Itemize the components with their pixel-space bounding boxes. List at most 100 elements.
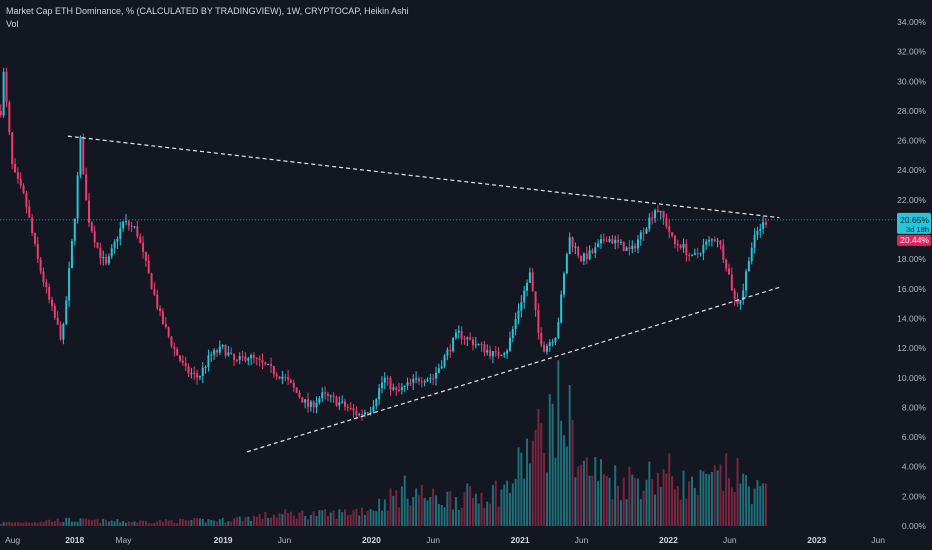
candle-body: [474, 344, 477, 346]
candle-body: [127, 221, 130, 226]
candle-body: [230, 352, 233, 354]
volume-bar: [22, 522, 25, 526]
candle-body: [457, 330, 460, 333]
volume-bar: [73, 521, 76, 526]
candle-body: [304, 399, 307, 403]
volume-bar: [267, 517, 270, 526]
candle-body: [713, 239, 716, 242]
volume-bar: [540, 423, 543, 526]
volume-bar: [705, 473, 708, 526]
volume-bar: [534, 430, 537, 526]
candle-body: [298, 392, 301, 398]
volume-bar: [116, 519, 119, 526]
candle-body: [324, 392, 327, 394]
candle-body: [563, 273, 566, 295]
volume-bar: [423, 497, 426, 526]
candle-body: [511, 329, 514, 338]
candle-body: [11, 132, 14, 165]
candle-body: [727, 268, 730, 275]
volume-bar: [764, 483, 767, 526]
y-tick-label: 4.00%: [902, 462, 927, 472]
candle-body: [477, 344, 480, 346]
volume-bar: [380, 510, 383, 526]
volume-bar: [181, 519, 184, 526]
volume-bar: [420, 484, 423, 526]
candle-body: [739, 300, 742, 304]
candle-body: [2, 71, 5, 116]
candle-body: [551, 342, 554, 344]
candle-body: [506, 350, 509, 354]
volume-bar: [719, 464, 722, 526]
volume-bar: [474, 493, 477, 526]
candle-body: [406, 382, 409, 386]
volume-bar: [759, 485, 762, 526]
volume-bar: [662, 469, 665, 526]
candle-body: [523, 290, 526, 303]
candle-body: [48, 287, 51, 300]
candle-body: [460, 330, 463, 339]
volume-bar: [130, 522, 133, 526]
candle-body: [565, 253, 568, 274]
volume-bar: [605, 476, 608, 526]
volume-bar: [173, 522, 176, 526]
candle-body: [110, 248, 113, 257]
volume-bars: [0, 360, 767, 526]
volume-bar: [298, 512, 301, 526]
volume-bar: [668, 453, 671, 526]
volume-bar: [514, 478, 517, 526]
candle-body: [278, 376, 281, 379]
candle-body: [693, 253, 696, 255]
volume-bar: [471, 498, 474, 526]
volume-bar: [483, 507, 486, 526]
candle-body: [656, 210, 659, 213]
volume-bar: [645, 479, 648, 526]
candle-body: [221, 345, 224, 347]
volume-bar: [403, 475, 406, 526]
candle-body: [426, 379, 429, 382]
x-tick-label: 2020: [362, 535, 381, 545]
candle-body: [651, 217, 654, 219]
candle-body: [289, 379, 292, 383]
volume-bar: [585, 457, 588, 526]
volume-bar: [309, 514, 312, 526]
candle-body: [173, 346, 176, 350]
volume-bar: [634, 478, 637, 526]
volume-bar: [329, 512, 332, 526]
candle-body: [648, 217, 651, 229]
y-tick-label: 12.00%: [897, 343, 926, 353]
volume-bar: [167, 520, 170, 526]
candle-body: [201, 367, 204, 377]
volume-bar: [563, 435, 566, 526]
volume-bar: [79, 518, 82, 526]
candle-body: [207, 355, 210, 368]
volume-bar: [429, 497, 432, 526]
candle-body: [665, 218, 668, 227]
volume-bar: [68, 518, 71, 526]
volume-bar: [713, 465, 716, 526]
volume-bar: [727, 478, 730, 526]
candle-body: [750, 247, 753, 261]
volume-bar: [25, 521, 28, 526]
current-price-label: 20.65%: [900, 215, 929, 225]
y-tick-label: 8.00%: [902, 402, 927, 412]
volume-bar: [537, 408, 540, 526]
volume-bar: [722, 490, 725, 526]
volume-bar: [62, 521, 65, 526]
candle-body: [215, 350, 218, 353]
volume-bar: [437, 504, 440, 526]
volume-bar: [284, 509, 287, 526]
volume-bar: [332, 510, 335, 526]
candle-body: [346, 406, 349, 408]
x-axis: Aug 2018 May 2019 Jun 2020 Jun 2021 Jun 2022 Jun 20…: [5, 535, 885, 545]
candle-body: [568, 237, 571, 254]
volume-bar: [508, 492, 511, 526]
candle-body: [227, 352, 230, 356]
candle-body: [540, 332, 543, 345]
candle-body: [224, 345, 227, 356]
candle-body: [281, 376, 284, 379]
volume-bar: [480, 492, 483, 526]
volume-bar: [443, 507, 446, 526]
candle-body: [352, 408, 355, 411]
candle-body: [25, 193, 28, 207]
